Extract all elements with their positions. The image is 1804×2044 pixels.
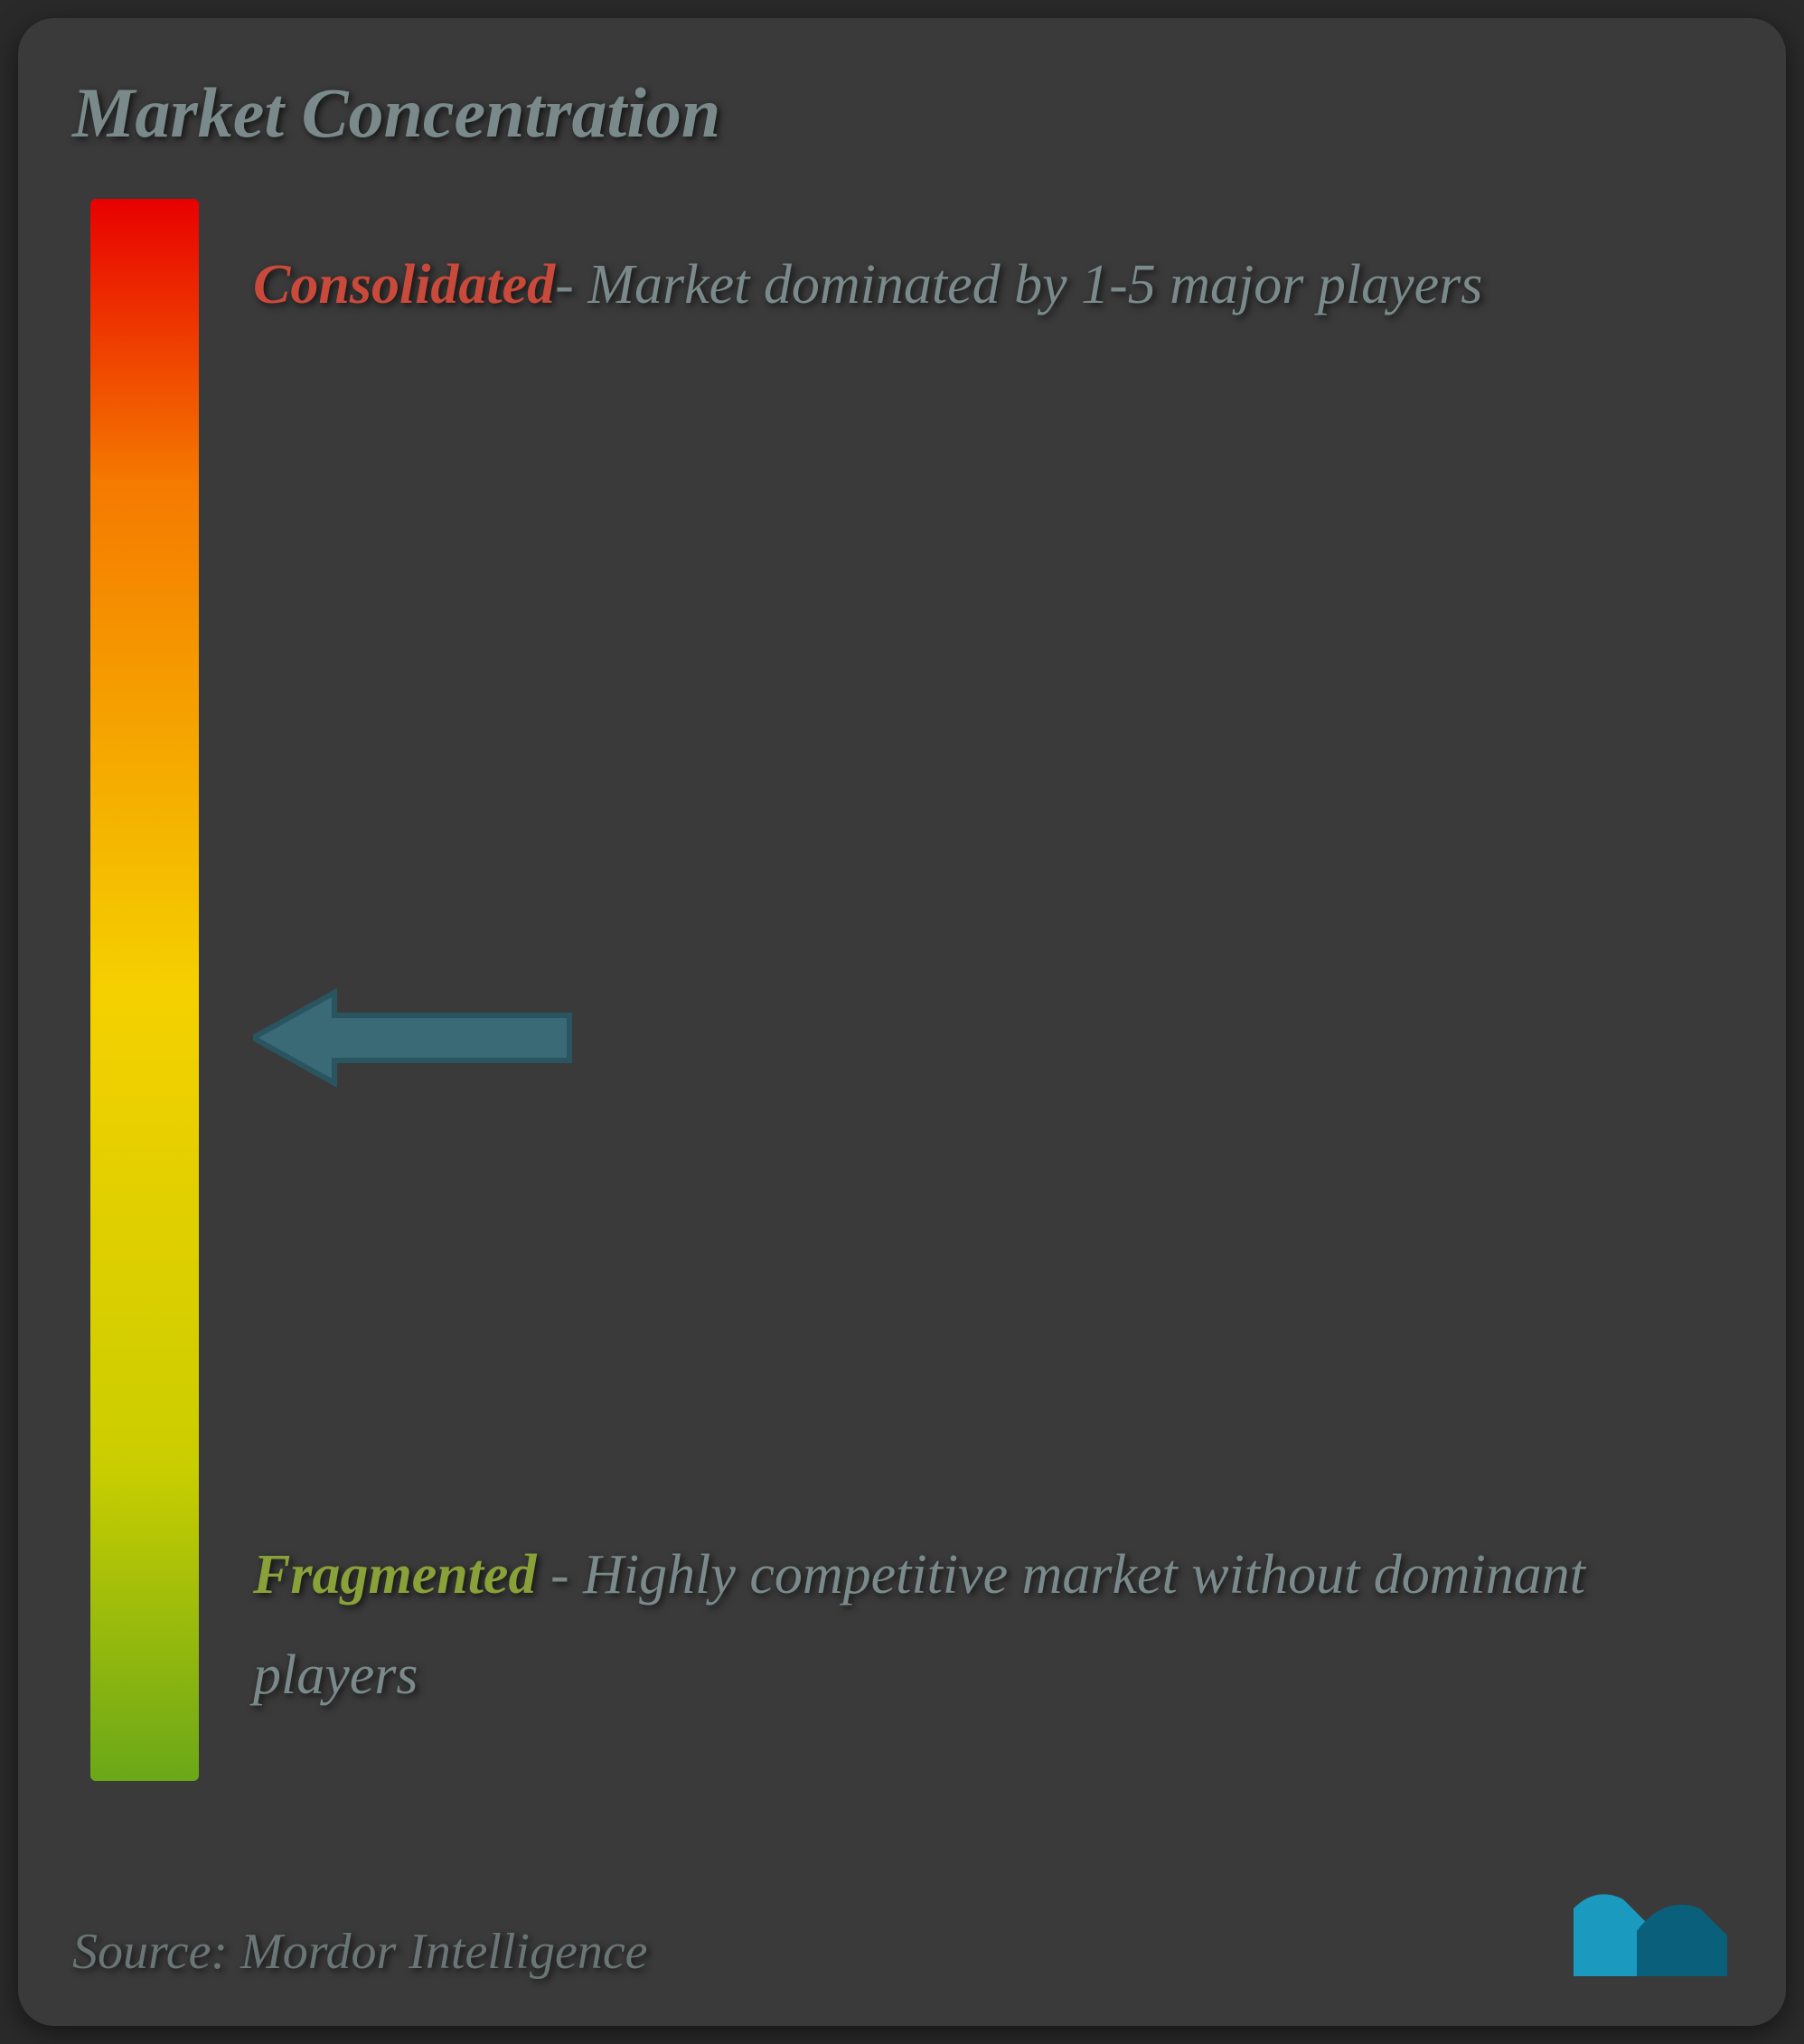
consolidated-description: - Market dominated by 1-5 major players	[555, 254, 1482, 316]
indicator-arrow	[253, 988, 578, 1088]
consolidated-label-block: Consolidated- Market dominated by 1-5 ma…	[253, 235, 1741, 336]
labels-area: Consolidated- Market dominated by 1-5 ma…	[253, 199, 1741, 1781]
page-title: Market Concentration	[63, 72, 1741, 154]
mordor-logo-icon	[1569, 1881, 1732, 1981]
fragmented-label: Fragmented	[253, 1544, 536, 1606]
footer: Source: Mordor Intelligence	[72, 1881, 1732, 1981]
infographic-container: Market Concentration Consolidated- Marke…	[18, 18, 1786, 2026]
source-attribution: Source: Mordor Intelligence	[72, 1923, 648, 1981]
concentration-gradient-bar	[90, 199, 199, 1781]
fragmented-label-block: Fragmented - Highly competitive market w…	[253, 1525, 1741, 1727]
main-content: Consolidated- Market dominated by 1-5 ma…	[63, 199, 1741, 1781]
arrow-left-icon	[253, 988, 578, 1088]
consolidated-label: Consolidated	[253, 254, 555, 316]
